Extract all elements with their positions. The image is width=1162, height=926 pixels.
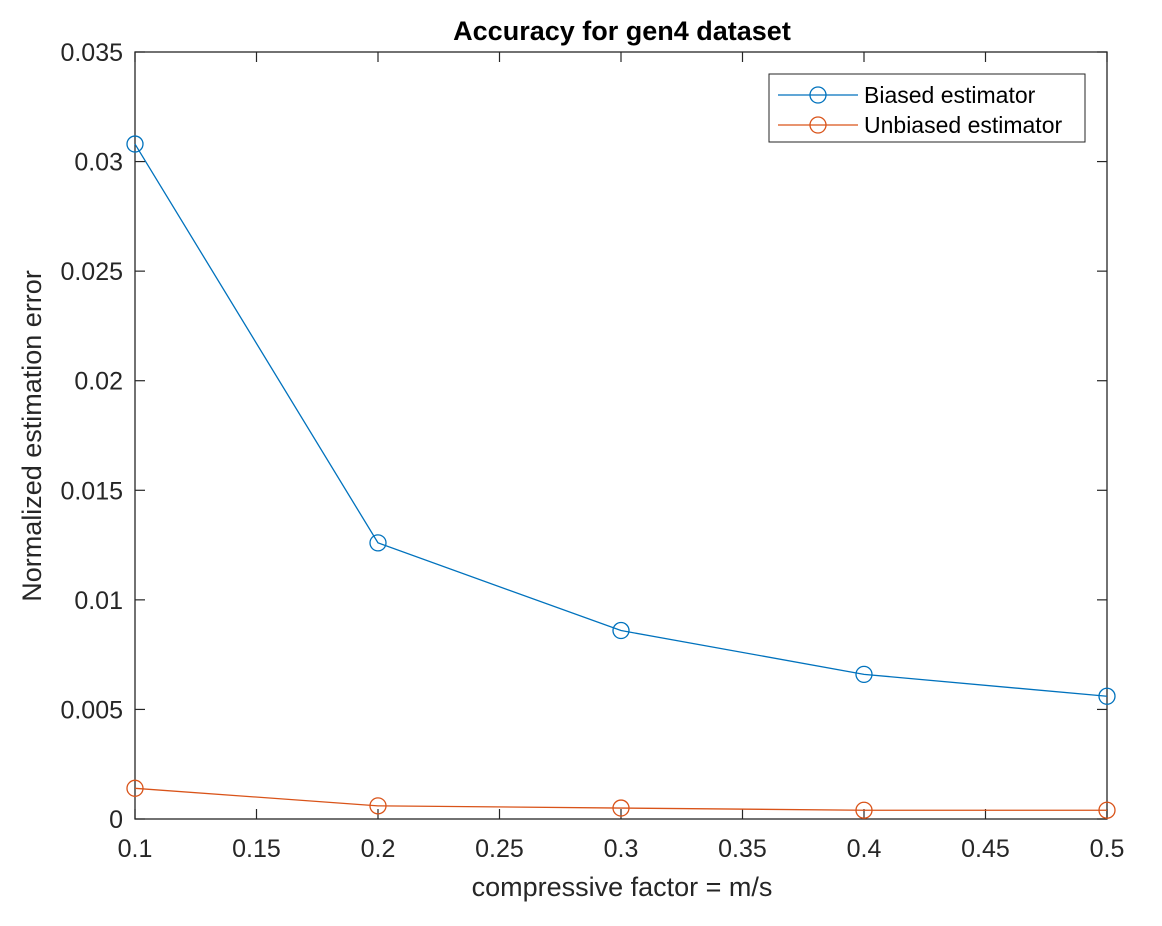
series-0 bbox=[126, 135, 1116, 705]
legend-marker-swatch bbox=[809, 116, 827, 134]
y-axis-ticks: 0 0.005 0.01 0.015 0.02 0.025 0.03 0.035 bbox=[60, 39, 1107, 834]
legend-label: Unbiased estimator bbox=[864, 112, 1062, 138]
x-tick-label: 0.2 bbox=[361, 835, 396, 863]
data-point bbox=[369, 534, 387, 552]
x-tick-label: 0.4 bbox=[847, 835, 882, 863]
series-line bbox=[134, 143, 1108, 697]
y-tick-label: 0.015 bbox=[60, 477, 123, 505]
x-axis-label: compressive factor = m/s bbox=[472, 872, 773, 902]
y-tick-label: 0.035 bbox=[60, 39, 123, 67]
y-tick-label: 0.025 bbox=[60, 258, 123, 286]
x-tick-label: 0.1 bbox=[118, 835, 153, 863]
data-point bbox=[1098, 801, 1116, 819]
y-axis-label: Normalized estimation error bbox=[17, 270, 47, 602]
legend-box bbox=[768, 73, 1086, 143]
x-tick-label: 0.35 bbox=[718, 835, 767, 863]
y-tick-label: 0.02 bbox=[74, 368, 123, 396]
data-point bbox=[369, 797, 387, 815]
legend-entries: Biased estimator Unbiased estimator bbox=[778, 82, 1062, 138]
legend-item: Biased estimator bbox=[778, 82, 1036, 108]
data-point bbox=[855, 801, 873, 819]
legend-item: Unbiased estimator bbox=[778, 112, 1062, 138]
y-tick-label: 0 bbox=[109, 806, 123, 834]
data-point bbox=[1098, 687, 1116, 705]
plot-area bbox=[134, 51, 1108, 820]
series-1 bbox=[126, 779, 1116, 819]
legend: Biased estimator Unbiased estimator bbox=[768, 73, 1086, 143]
y-tick-label: 0.005 bbox=[60, 696, 123, 724]
data-point bbox=[126, 135, 144, 153]
x-tick-label: 0.15 bbox=[232, 835, 281, 863]
axes: 0.1 0.15 0.2 0.25 0.3 0.35 0.4 0.45 0.5 00.0050.… bbox=[60, 39, 1124, 863]
data-point bbox=[126, 779, 144, 797]
data-point bbox=[612, 621, 630, 640]
y-tick-label: 0.01 bbox=[74, 587, 123, 615]
series-line bbox=[134, 787, 1107, 811]
legend-marker-swatch bbox=[809, 86, 827, 104]
series-layer bbox=[126, 135, 1116, 819]
data-point bbox=[855, 665, 873, 684]
x-axis-ticks: 0.1 0.15 0.2 0.25 0.3 0.35 0.4 0.45 0.5 bbox=[118, 52, 1125, 863]
x-tick-label: 0.5 bbox=[1090, 835, 1125, 863]
data-point bbox=[612, 799, 630, 817]
x-tick-label: 0.3 bbox=[604, 835, 639, 863]
y-tick-label: 0.03 bbox=[74, 149, 123, 177]
chart-title: Accuracy for gen4 dataset bbox=[453, 16, 791, 46]
legend-label: Biased estimator bbox=[864, 82, 1036, 108]
x-tick-label: 0.45 bbox=[961, 835, 1010, 863]
x-tick-label: 0.25 bbox=[475, 835, 524, 863]
